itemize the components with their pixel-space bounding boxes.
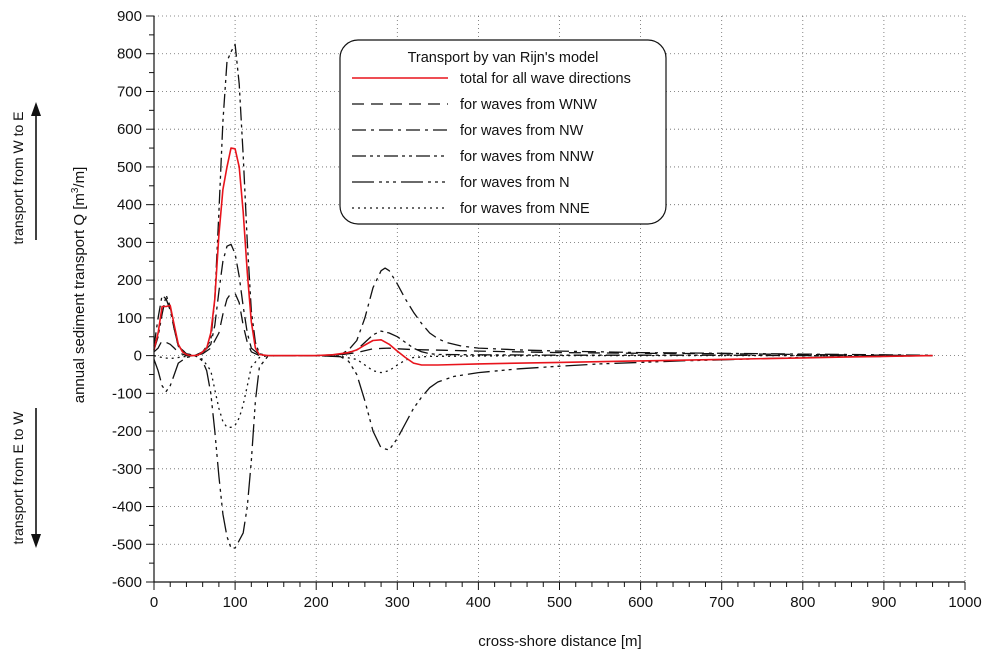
- y-tick-label: -500: [112, 536, 142, 553]
- y-axis-title: annual sediment transport Q [m3/m]: [70, 167, 88, 404]
- x-tick-label: 600: [628, 594, 653, 611]
- y-tick-label: 100: [117, 310, 142, 327]
- arrow-down-icon: [31, 534, 41, 548]
- series-line-0: [153, 147, 933, 366]
- legend-label-3: for waves from NNW: [460, 149, 594, 165]
- x-tick-label: 900: [871, 594, 896, 611]
- y-tick-label: 700: [117, 83, 142, 100]
- x-tick-label: 400: [466, 594, 491, 611]
- y-tick-label: 600: [117, 121, 142, 138]
- x-tick-label: 300: [385, 594, 410, 611]
- x-axis-title: cross-shore distance [m]: [478, 633, 641, 650]
- y-tick-label: 500: [117, 159, 142, 176]
- legend-label-1: for waves from WNW: [460, 97, 597, 113]
- y-tick-label: 200: [117, 272, 142, 289]
- y-axis-title-suffix: /m]: [71, 167, 88, 188]
- x-tick-label: 1000: [948, 594, 981, 611]
- legend-items: total for all wave directions for waves f…: [352, 71, 631, 217]
- y-axis-title-sup: 3: [70, 187, 81, 193]
- y-axis-title-prefix: annual sediment transport Q [m: [71, 193, 88, 403]
- legend-label-4: for waves from N: [460, 175, 570, 191]
- y-tick-label: -100: [112, 385, 142, 402]
- axes: 0 100 200 300 400 500 600 700 800 900 1000-600-500…: [112, 8, 982, 611]
- series-line-5: [153, 354, 933, 428]
- y-tick-label: -300: [112, 461, 142, 478]
- y-tick-label: 0: [134, 348, 142, 365]
- y-tick-label: -200: [112, 423, 142, 440]
- series-line-3: [153, 43, 933, 357]
- svg-text:transport from E to W: transport from E to W: [10, 411, 26, 545]
- side-label-lower: transport from E to W: [10, 408, 41, 548]
- x-tick-label: 200: [304, 594, 329, 611]
- y-tick-label: 400: [117, 197, 142, 214]
- series-line-2: [153, 243, 933, 357]
- x-tick-label: 700: [709, 594, 734, 611]
- y-tick-label: 300: [117, 234, 142, 251]
- y-tick-label: -600: [112, 574, 142, 591]
- y-tick-label: 800: [117, 46, 142, 63]
- legend-label-0: total for all wave directions: [460, 71, 631, 87]
- legend-label-2: for waves from NW: [460, 123, 584, 139]
- legend-box: [339, 39, 667, 225]
- y-tick-label: 900: [117, 8, 142, 25]
- x-tick-label: 500: [547, 594, 572, 611]
- series-line-1: [153, 292, 933, 357]
- x-tick-label: 100: [223, 594, 248, 611]
- legend: Transport by van Rijn's model total for …: [339, 39, 667, 225]
- x-tick-label: 0: [150, 594, 158, 611]
- arrow-up-icon: [31, 102, 41, 116]
- series-lines: [153, 43, 933, 549]
- series-line-4: [153, 354, 933, 549]
- svg-text:transport from W to E: transport from W to E: [10, 111, 26, 244]
- x-tick-label: 800: [790, 594, 815, 611]
- legend-title: Transport by van Rijn's model: [408, 50, 599, 66]
- y-tick-label: -400: [112, 499, 142, 516]
- legend-label-5: for waves from NNE: [460, 201, 590, 217]
- side-label-upper: transport from W to E: [10, 102, 41, 245]
